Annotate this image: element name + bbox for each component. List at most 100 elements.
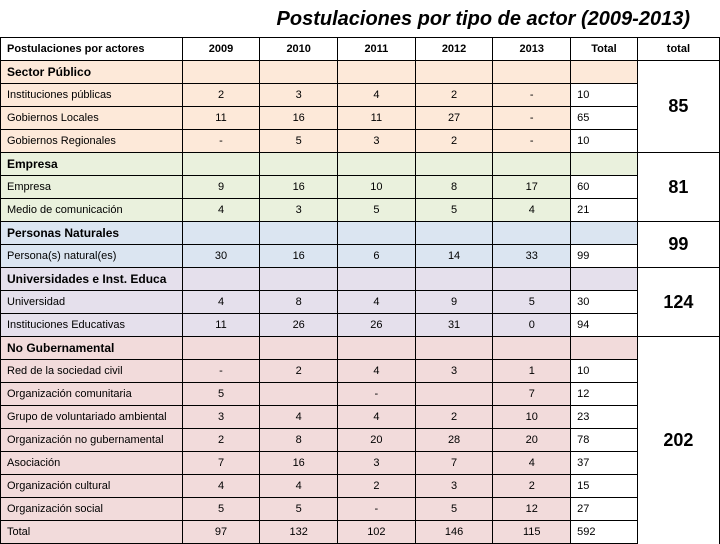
cell-value: 26 [338, 314, 416, 337]
cell-value: 11 [182, 107, 260, 130]
table-row: Medio de comunicación4355421 [1, 199, 720, 222]
cell-value: 3 [260, 199, 338, 222]
section-empty [260, 222, 338, 245]
section-empty [338, 61, 416, 84]
cell-value: 9 [182, 176, 260, 199]
page-title: Postulaciones por tipo de actor (2009-20… [0, 0, 720, 37]
cell-value: 2 [338, 475, 416, 498]
cell-value: 7 [415, 452, 493, 475]
row-label: Organización social [1, 498, 183, 521]
section-empty [493, 61, 571, 84]
cell-value: 1 [493, 360, 571, 383]
row-total: 592 [571, 521, 638, 544]
cell-value: 31 [415, 314, 493, 337]
cell-value: 4 [260, 406, 338, 429]
cell-value: - [338, 383, 416, 406]
cell-value: 10 [338, 176, 416, 199]
row-label: Universidad [1, 291, 183, 314]
cell-value: 4 [338, 84, 416, 107]
row-total: 65 [571, 107, 638, 130]
cell-value: - [493, 84, 571, 107]
section-empty [260, 61, 338, 84]
table-row: Organización cultural4423215 [1, 475, 720, 498]
cell-value: 4 [182, 199, 260, 222]
section-empty [260, 153, 338, 176]
cell-value: 5 [415, 498, 493, 521]
section-empty [415, 337, 493, 360]
section-grand-total: 85 [637, 61, 719, 153]
row-total: 10 [571, 84, 638, 107]
cell-value: - [338, 498, 416, 521]
cell-value: 9 [415, 291, 493, 314]
table-row: Organización no gubernamental2820282078 [1, 429, 720, 452]
cell-value: 5 [493, 291, 571, 314]
row-total: 15 [571, 475, 638, 498]
cell-value: 8 [260, 291, 338, 314]
cell-value: 4 [338, 291, 416, 314]
row-total: 10 [571, 130, 638, 153]
section-empty [338, 153, 416, 176]
table-row: Asociación71637437 [1, 452, 720, 475]
row-label: Organización comunitaria [1, 383, 183, 406]
cell-value: 3 [415, 360, 493, 383]
cell-value: - [493, 107, 571, 130]
cell-value: 20 [493, 429, 571, 452]
cell-value: 11 [182, 314, 260, 337]
cell-value: 132 [260, 521, 338, 544]
section-header: Personas Naturales99 [1, 222, 720, 245]
cell-value: 8 [260, 429, 338, 452]
row-label: Empresa [1, 176, 183, 199]
cell-value [260, 383, 338, 406]
table-row: Organización social55-51227 [1, 498, 720, 521]
table-row: Instituciones Educativas11262631094 [1, 314, 720, 337]
section-empty [493, 222, 571, 245]
cell-value: 4 [182, 475, 260, 498]
row-total: 27 [571, 498, 638, 521]
data-table: Postulaciones por actores 2009 2010 2011… [0, 37, 720, 544]
section-empty [415, 153, 493, 176]
row-total: 94 [571, 314, 638, 337]
section-name: Personas Naturales [1, 222, 183, 245]
table-row: Empresa9161081760 [1, 176, 720, 199]
col-2009: 2009 [182, 38, 260, 61]
cell-value: 5 [182, 383, 260, 406]
section-empty [571, 153, 638, 176]
row-label: Instituciones públicas [1, 84, 183, 107]
cell-value: 6 [338, 245, 416, 268]
col-2010: 2010 [260, 38, 338, 61]
cell-value: 12 [493, 498, 571, 521]
cell-value: 5 [415, 199, 493, 222]
cell-value: - [493, 130, 571, 153]
table-row: Instituciones públicas2342-10 [1, 84, 720, 107]
row-label: Organización cultural [1, 475, 183, 498]
section-empty [493, 153, 571, 176]
table-row: Gobiernos Locales11161127-65 [1, 107, 720, 130]
cell-value: 5 [260, 130, 338, 153]
row-label: Asociación [1, 452, 183, 475]
section-grand-total: 81 [637, 153, 719, 222]
row-label: Gobiernos Locales [1, 107, 183, 130]
cell-value: 3 [338, 452, 416, 475]
section-empty [182, 268, 260, 291]
cell-value: - [182, 130, 260, 153]
section-empty [415, 268, 493, 291]
cell-value: 4 [493, 452, 571, 475]
cell-value: 4 [493, 199, 571, 222]
row-label: Organización no gubernamental [1, 429, 183, 452]
row-label: Instituciones Educativas [1, 314, 183, 337]
cell-value: 2 [415, 406, 493, 429]
section-empty [338, 222, 416, 245]
table-row: Total97132102146115592 [1, 521, 720, 544]
cell-value: 4 [182, 291, 260, 314]
section-empty [182, 222, 260, 245]
row-total: 10 [571, 360, 638, 383]
section-header: No Gubernamental202 [1, 337, 720, 360]
cell-value: 4 [338, 360, 416, 383]
section-grand-total: 99 [637, 222, 719, 268]
cell-value: 2 [415, 84, 493, 107]
cell-value: 14 [415, 245, 493, 268]
cell-value: 2 [182, 429, 260, 452]
table-row: Red de la sociedad civil-243110 [1, 360, 720, 383]
row-label: Red de la sociedad civil [1, 360, 183, 383]
cell-value: 0 [493, 314, 571, 337]
